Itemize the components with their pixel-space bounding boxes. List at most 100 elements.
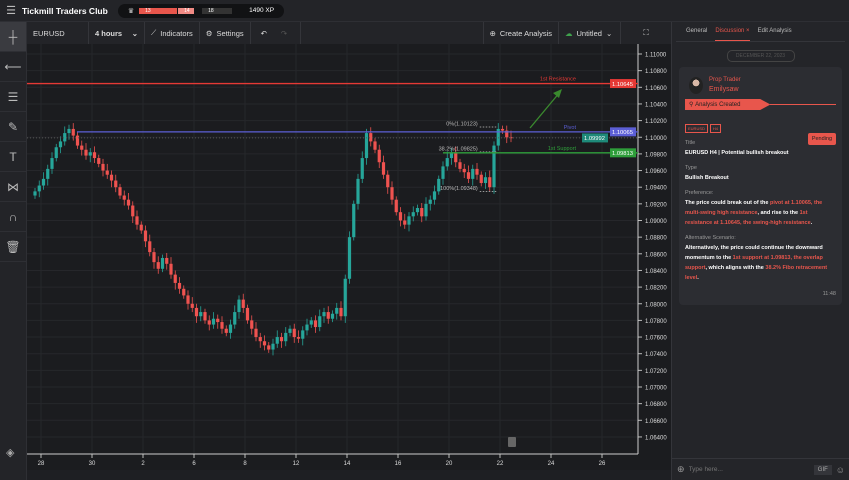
chart-toolbar: EURUSD 4 hours ⌄ ⟋ Indicators ⚙ Settings ↶ ↷… [27, 22, 671, 44]
candle-body [322, 312, 326, 317]
line-icon: ⟵ [4, 59, 22, 74]
chevron-down-icon: ⌄ [131, 28, 138, 38]
indicators-button[interactable]: ⟋ Indicators [145, 22, 200, 44]
symbol-selector[interactable]: EURUSD [27, 22, 89, 44]
candle-body [313, 320, 318, 328]
price-chart[interactable]: 1.11000 1.10800 1.10600 1.10400 1.10200 1.100… [27, 44, 671, 470]
magnet-tool[interactable]: ∩ [0, 202, 26, 232]
candle-body [377, 149, 381, 163]
message-input[interactable] [688, 466, 789, 473]
close-icon[interactable]: × [746, 28, 750, 34]
candle-body [475, 168, 479, 175]
candle-body [305, 324, 309, 331]
create-analysis-label: Create Analysis [499, 28, 552, 38]
candle-body [381, 162, 386, 175]
candle-body [199, 312, 203, 317]
user-name[interactable]: Emilysaw [709, 86, 739, 93]
banner-label: Analysis Created [695, 101, 741, 108]
last-price-label: 1.09992 [584, 136, 605, 142]
interval-selector[interactable]: 4 hours ⌄ [89, 22, 145, 44]
candle-body [122, 195, 126, 200]
x-tick-label: 28 [38, 461, 45, 467]
symbol-label: EURUSD [33, 28, 65, 38]
fullscreen-button[interactable]: ⛶ [621, 22, 671, 44]
tab-discussion[interactable]: Discussion × [715, 28, 750, 41]
history-controls: ↶ ↷ [251, 22, 301, 44]
candle-body [496, 128, 500, 146]
candle-body [488, 177, 492, 188]
layout-selector[interactable]: ☁ Untitled ⌄ [559, 22, 621, 44]
text-icon: T [9, 149, 17, 164]
candle-body [75, 135, 80, 146]
candle-body [169, 263, 173, 275]
xp-segment: 14 [178, 7, 195, 14]
candle-body [118, 187, 122, 196]
candle-body [373, 141, 377, 150]
idea-marker-icon[interactable] [508, 437, 516, 447]
fib-tool[interactable]: ☰ [0, 82, 26, 112]
candle-body [492, 145, 496, 188]
candle-body [33, 191, 37, 196]
undo-icon[interactable]: ↶ [260, 28, 267, 38]
candle-body [356, 178, 360, 204]
redo-icon[interactable]: ↷ [280, 28, 288, 38]
alternative-text: Alternatively, the price could continue … [685, 245, 828, 281]
candle-body [101, 163, 105, 171]
crosshair-tool[interactable]: ┼ [0, 22, 26, 52]
candle-body [445, 158, 449, 167]
candle-body [275, 337, 279, 344]
line-tool[interactable]: ⟵ [0, 52, 26, 82]
y-tick-label: 1.11000 [645, 53, 667, 59]
x-tick-label: 14 [344, 461, 351, 467]
candle-body [335, 307, 339, 314]
level-name: 1st Resistance [540, 77, 576, 83]
candle-body [296, 337, 301, 339]
panel-tabs: General Discussion × Edit Analysis [676, 22, 845, 42]
candle-body [347, 237, 352, 279]
fib-label: 0%(1.10123) [446, 122, 478, 128]
pattern-tool[interactable]: ⋈ [0, 172, 26, 202]
trash-tool[interactable]: 🗑 [0, 232, 26, 262]
candle-body [343, 278, 347, 317]
tab-edit-analysis[interactable]: Edit Analysis [757, 28, 792, 34]
candle-body [37, 185, 41, 192]
y-tick-label: 1.10400 [645, 102, 667, 108]
gif-button[interactable]: GIF [813, 464, 832, 475]
candle-body [80, 145, 84, 150]
candle-body [483, 177, 488, 184]
candle-body [250, 320, 254, 329]
menu-icon[interactable]: ☰ [6, 5, 16, 17]
settings-button[interactable]: ⚙ Settings [200, 22, 251, 44]
candle-body [258, 337, 262, 342]
layers-icon[interactable]: ◈ [6, 447, 15, 459]
text-tool[interactable]: T [0, 142, 26, 172]
candle-body [301, 330, 305, 339]
candle-body [228, 324, 233, 333]
brush-tool[interactable]: ✎ [0, 112, 26, 142]
candle-body [411, 212, 415, 217]
tab-label: Discussion [715, 28, 745, 34]
candle-body [109, 174, 114, 181]
y-tick-label: 1.07400 [645, 352, 667, 358]
analysis-type: Bullish Breakout [685, 175, 729, 181]
add-icon[interactable]: ⊕ [677, 464, 685, 474]
candle-body [203, 312, 207, 321]
candle-body [407, 216, 411, 225]
tab-general[interactable]: General [686, 28, 708, 34]
emoji-icon[interactable]: ☺ [835, 464, 845, 475]
candle-body [432, 191, 437, 200]
candle-body [105, 170, 109, 175]
candle-body [160, 257, 165, 269]
layout-label: Untitled [576, 28, 602, 38]
candle-body [479, 174, 483, 184]
pattern-icon: ⋈ [7, 179, 19, 194]
chevron-down-icon: ⌄ [605, 28, 613, 38]
candle-body [454, 152, 458, 163]
price-tag [610, 148, 636, 158]
candle-body [97, 158, 101, 164]
brush-icon: ✎ [7, 119, 19, 134]
candle-body [177, 282, 182, 289]
candle-body [292, 328, 296, 338]
create-analysis-button[interactable]: ⊕ Create Analysis [482, 22, 559, 44]
chart-canvas[interactable]: 1.11000 1.10800 1.10600 1.10400 1.10200 1.100… [27, 44, 671, 470]
